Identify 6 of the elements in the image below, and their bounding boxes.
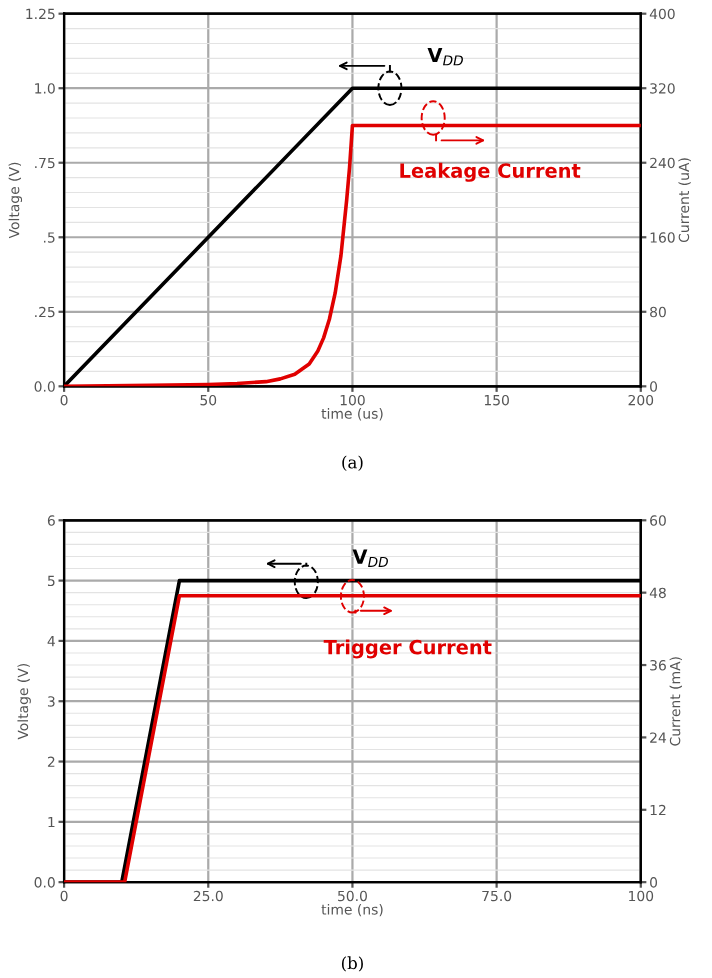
legend-label: V$_{DD}$ xyxy=(427,47,463,66)
series-label: Leakage Current xyxy=(400,162,581,182)
legend-label: V$_{DD}$ xyxy=(352,549,388,567)
text: Trigger Current xyxy=(323,639,492,659)
text: (a) xyxy=(342,455,363,471)
text: (b) xyxy=(341,956,363,972)
